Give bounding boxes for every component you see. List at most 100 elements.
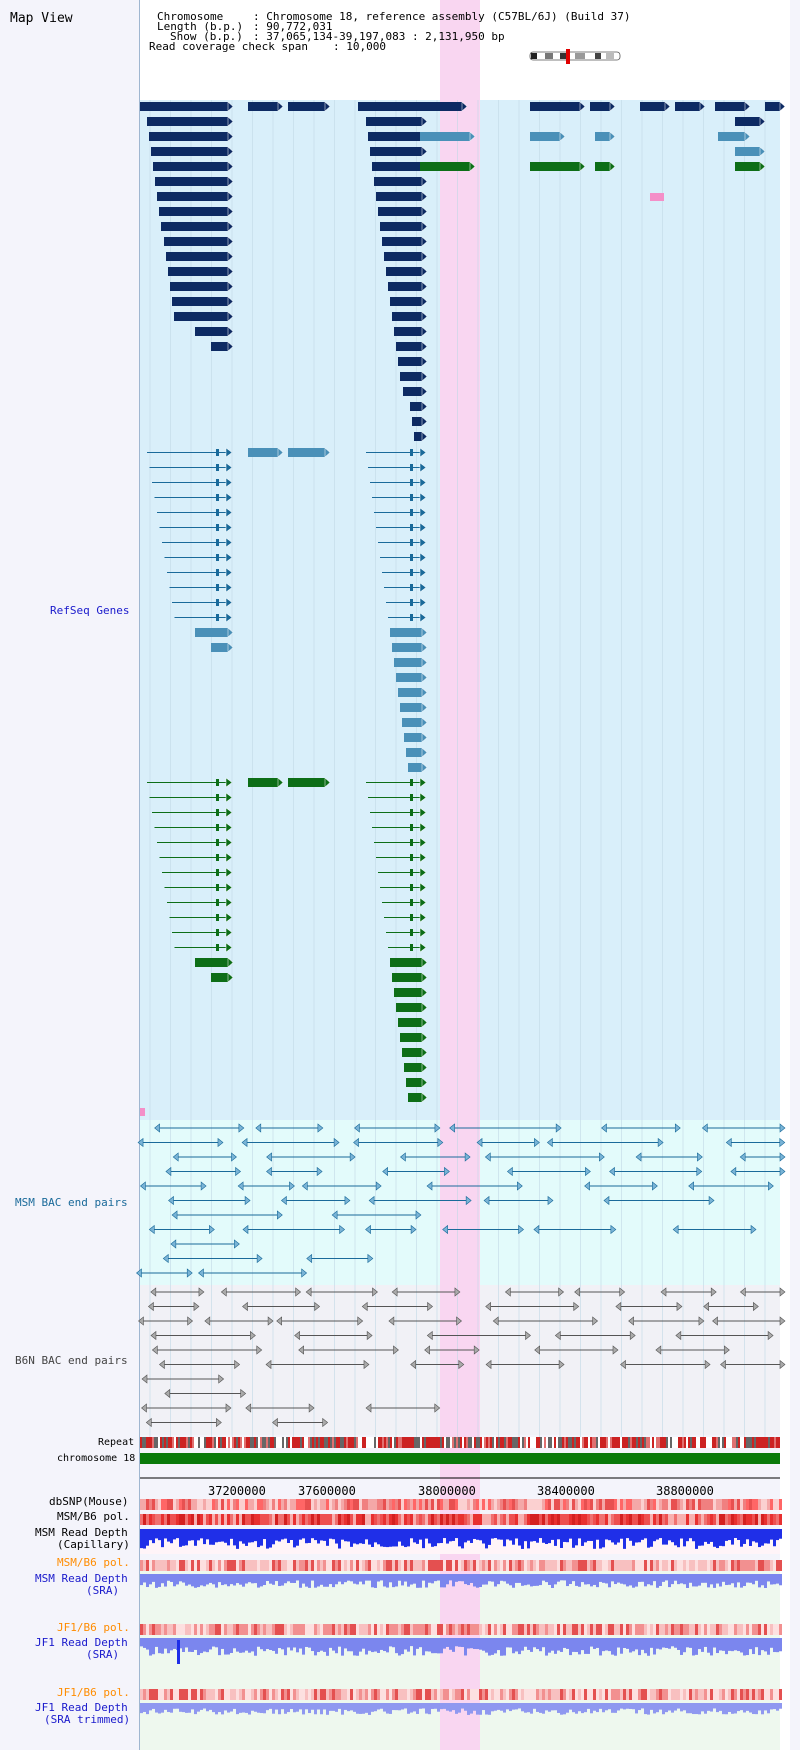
gene-feature[interactable] [378,207,422,216]
gene-feature[interactable] [211,342,228,351]
gene-feature[interactable] [374,177,422,186]
gene-feature[interactable] [140,102,228,111]
gene-feature[interactable] [402,1048,422,1057]
gene-feature[interactable] [406,748,422,757]
track-label-refseq[interactable]: RefSeq Genes [50,604,129,617]
track-label-msm-b6-pol-2[interactable]: MSM/B6 pol. [57,1556,130,1569]
gene-feature[interactable] [412,1093,422,1102]
gene-feature[interactable] [530,162,580,171]
gene-feature[interactable] [718,132,745,141]
gene-feature[interactable] [735,147,760,156]
track-label-jf1-depth-trim-1[interactable]: JF1 Read Depth [35,1701,128,1714]
gene-feature[interactable] [288,778,325,787]
refseq-genes-track[interactable] [140,101,786,1116]
gene-feature[interactable] [392,643,422,652]
track-label-msm-depth-cap-1[interactable]: MSM Read Depth [35,1526,128,1539]
gene-feature[interactable] [380,222,422,231]
track-label-jf1-b6-pol-1[interactable]: JF1/B6 pol. [57,1621,130,1634]
gene-feature[interactable] [406,1078,422,1087]
track-label-msm-bac[interactable]: MSM BAC end pairs [15,1196,128,1209]
gene-feature[interactable] [170,282,228,291]
gene-feature[interactable] [386,267,422,276]
gene-feature[interactable] [382,237,422,246]
gene-feature[interactable] [168,267,228,276]
track-label-jf1-depth-1[interactable]: JF1 Read Depth [35,1636,128,1649]
gene-feature[interactable] [155,177,228,186]
gene-feature[interactable] [384,252,422,261]
gene-feature[interactable] [161,222,228,231]
gene-feature[interactable] [358,102,462,111]
gene-feature[interactable] [404,733,422,742]
gene-feature[interactable] [412,763,422,772]
gene-feature[interactable] [410,402,422,411]
repeat-track[interactable] [140,1437,780,1448]
gene-feature[interactable] [404,1063,422,1072]
read-depth-tracks[interactable] [140,1529,782,1715]
gene-feature[interactable] [195,958,228,967]
chromosome-ideogram[interactable] [529,49,621,64]
gene-feature[interactable] [590,102,610,111]
gene-feature[interactable] [166,252,228,261]
gene-feature[interactable] [765,102,780,111]
gene-feature[interactable] [392,312,422,321]
gene-feature[interactable] [288,102,325,111]
gene-feature[interactable] [420,162,470,171]
gene-feature[interactable] [400,372,422,381]
track-label-b6n-bac[interactable]: B6N BAC end pairs [15,1354,128,1367]
track-label-msm-b6-pol-1[interactable]: MSM/B6 pol. [57,1510,130,1523]
gene-feature[interactable] [394,327,422,336]
gene-feature[interactable] [149,132,228,141]
gene-feature[interactable] [530,102,580,111]
gene-feature[interactable] [420,132,470,141]
gene-feature[interactable] [288,448,325,457]
gene-feature[interactable] [640,102,665,111]
gene-feature[interactable] [394,988,422,997]
gene-feature[interactable] [398,357,422,366]
gene-feature[interactable] [595,132,610,141]
gene-feature[interactable] [153,162,228,171]
gene-feature[interactable] [403,387,422,396]
gene-feature[interactable] [394,658,422,667]
gene-feature[interactable] [392,973,422,982]
track-label-msm-depth-sra-1[interactable]: MSM Read Depth [35,1572,128,1585]
gene-feature[interactable] [147,117,228,126]
gene-feature[interactable] [172,297,228,306]
gene-feature[interactable] [368,132,422,141]
gene-feature[interactable] [159,207,228,216]
gene-feature[interactable] [390,958,422,967]
gene-feature[interactable] [400,703,422,712]
gene-feature[interactable] [388,282,422,291]
track-label-jf1-b6-pol-2[interactable]: JF1/B6 pol. [57,1686,130,1699]
gene-feature[interactable] [396,1003,422,1012]
gene-feature[interactable] [390,628,422,637]
track-label-dbsnp[interactable]: dbSNP(Mouse) [49,1495,128,1508]
gene-feature[interactable] [675,102,700,111]
gene-feature[interactable] [398,688,422,697]
gene-feature[interactable] [735,117,760,126]
gene-feature[interactable] [370,147,422,156]
gene-feature[interactable] [164,237,228,246]
gene-feature[interactable] [211,643,228,652]
chromosome-bar[interactable] [140,1453,780,1464]
gene-feature[interactable] [396,673,422,682]
gene-feature[interactable] [195,628,228,637]
gene-feature[interactable] [735,162,760,171]
gene-feature[interactable] [372,162,422,171]
gene-feature[interactable] [414,432,422,441]
gene-feature[interactable] [412,417,422,426]
polymorphism-heatmaps[interactable] [140,1499,782,1700]
gene-feature[interactable] [396,342,422,351]
gene-feature[interactable] [390,297,422,306]
gene-feature[interactable] [157,192,228,201]
gene-feature[interactable] [715,102,745,111]
gene-feature[interactable] [248,778,278,787]
gene-feature[interactable] [402,718,422,727]
gene-feature[interactable] [400,1033,422,1042]
gene-feature[interactable] [595,162,610,171]
gene-feature[interactable] [174,312,228,321]
gene-feature[interactable] [398,1018,422,1027]
gene-feature[interactable] [151,147,228,156]
gene-feature[interactable] [376,192,422,201]
gene-feature[interactable] [195,327,228,336]
